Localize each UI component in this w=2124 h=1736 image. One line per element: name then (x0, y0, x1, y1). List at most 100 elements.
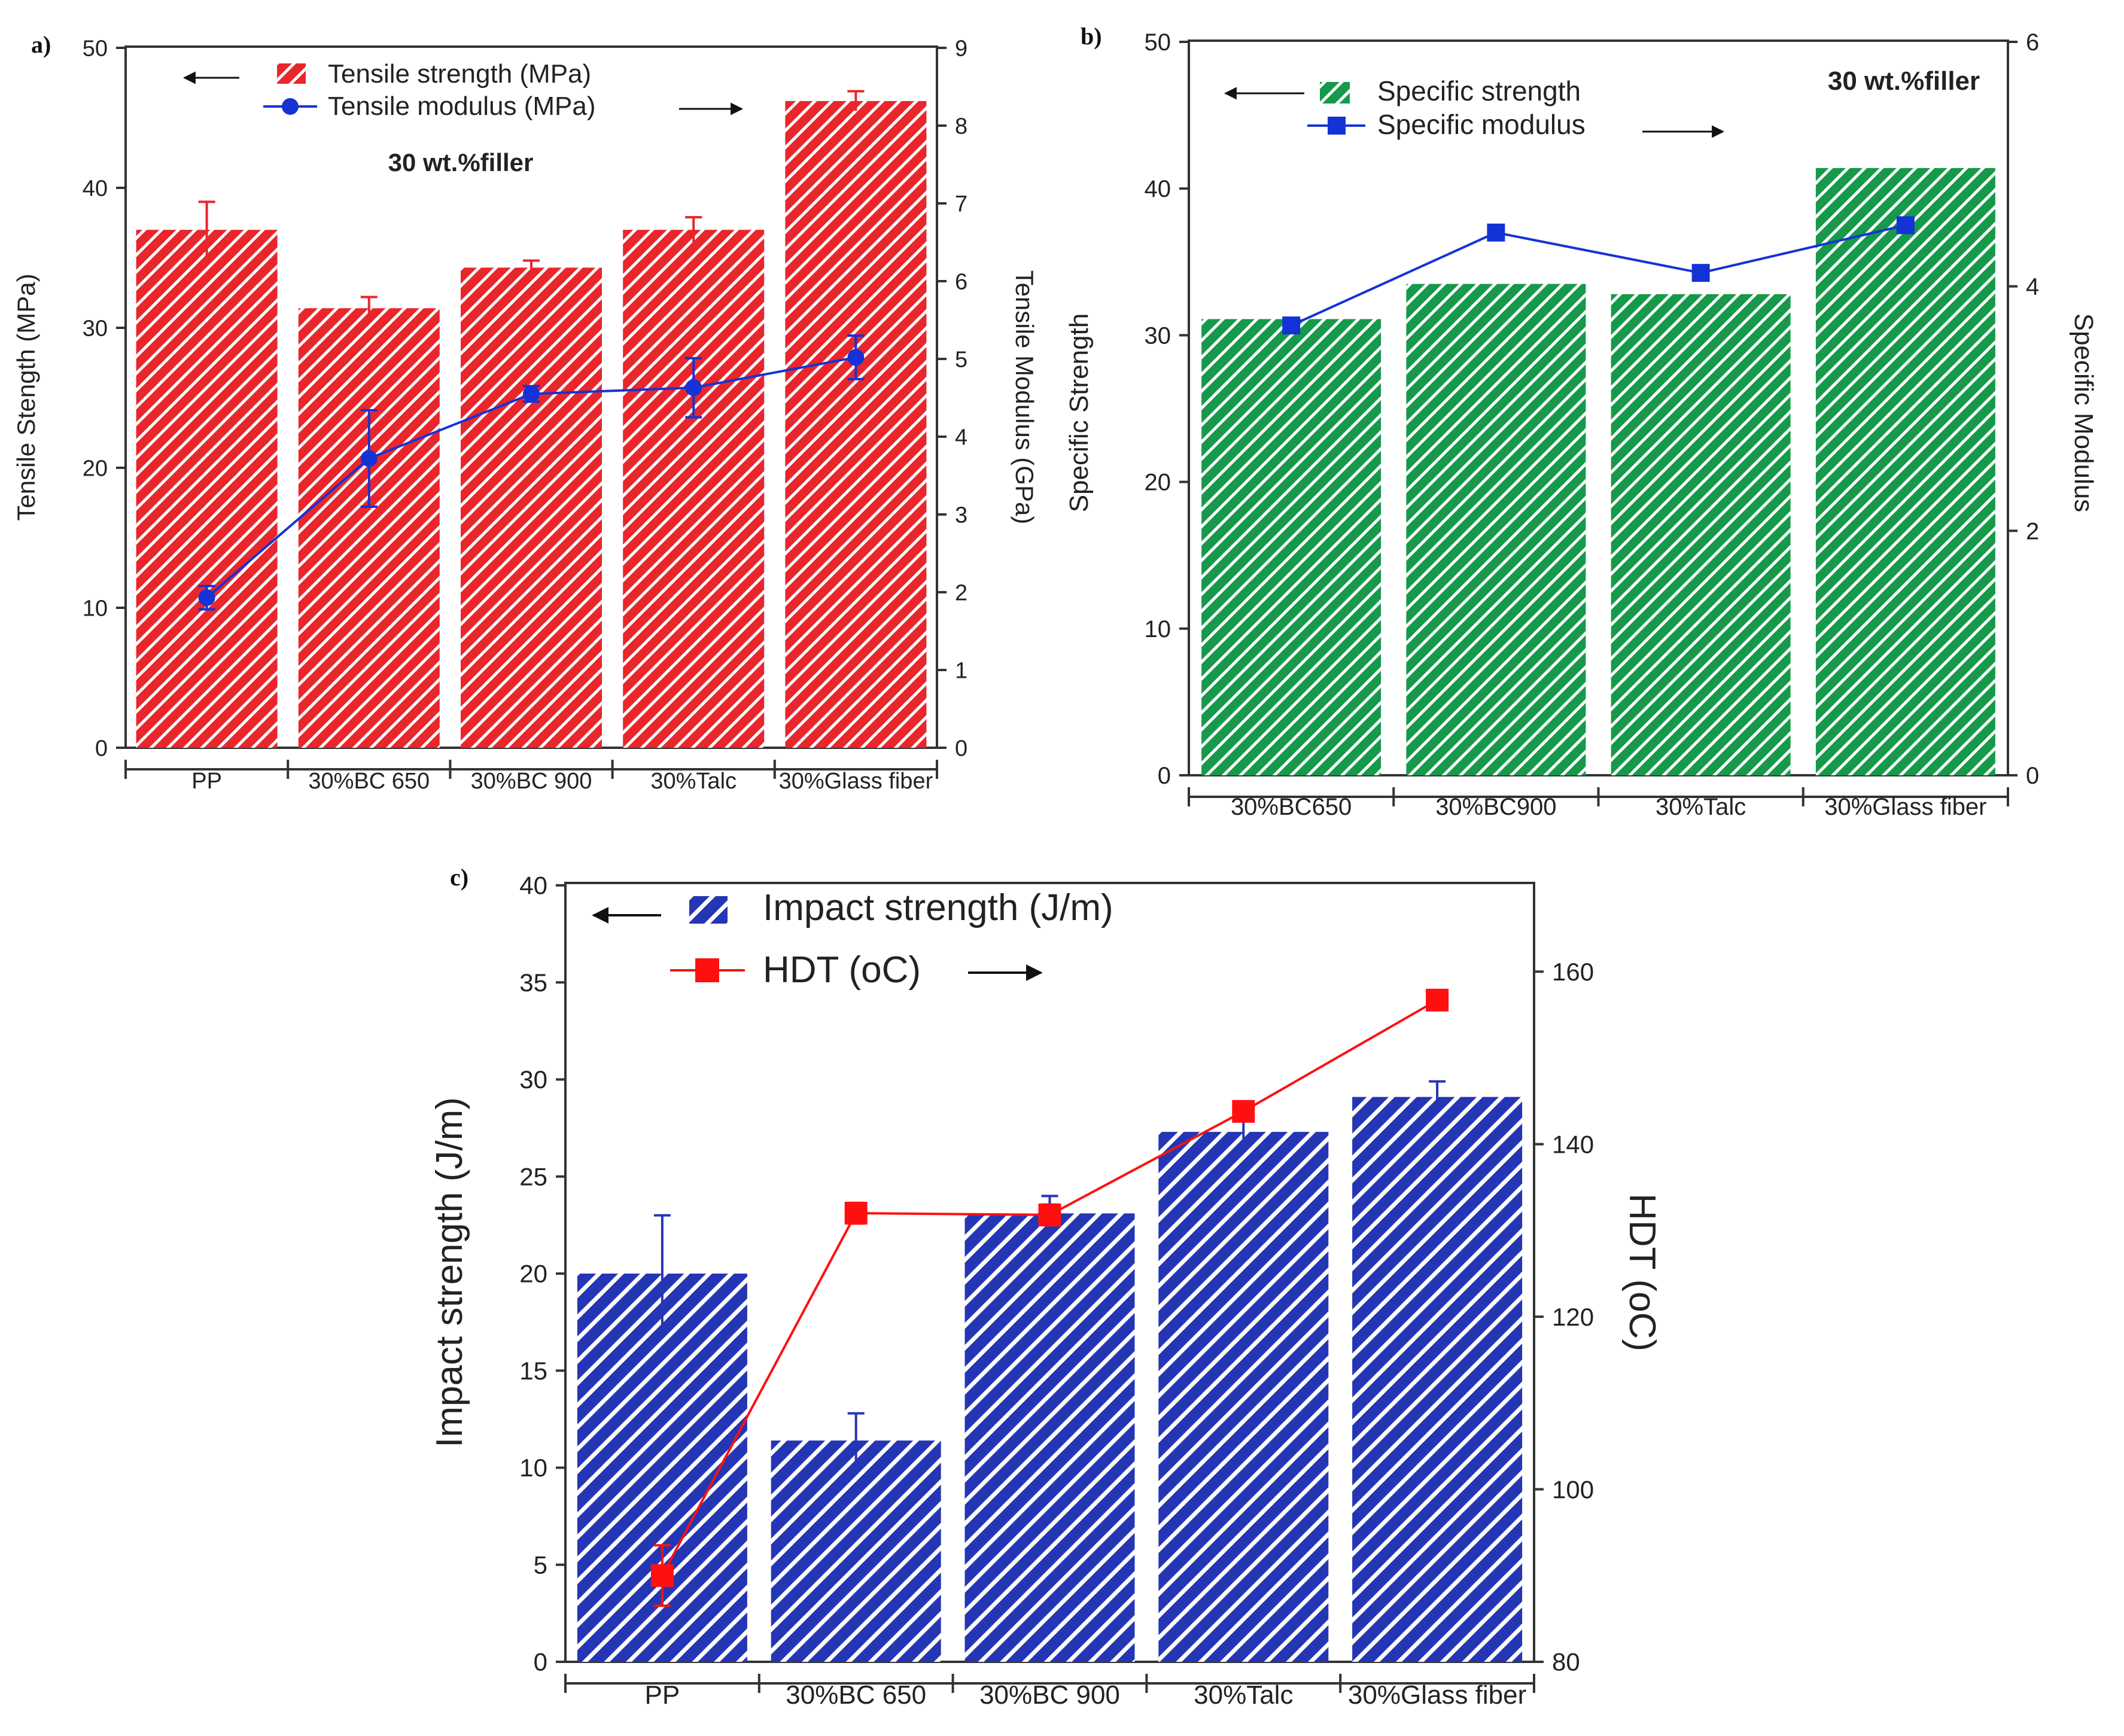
panel-c-label: c) (450, 864, 468, 891)
panel-a-category-label-3: 30%BC 900 (471, 769, 592, 794)
panel-c-right-tick-label-100: 100 (1552, 1475, 1594, 1503)
panel-c-left-tick-label-15: 15 (519, 1357, 547, 1385)
panel-b-bar-1 (1201, 319, 1381, 775)
panel-b-left-axis-title: Specific Strength (1064, 313, 1094, 513)
panel-c-bar-2 (771, 1440, 941, 1662)
panel-b-left-tick-label-20: 20 (1145, 470, 1171, 496)
panel-a-bars (136, 100, 927, 748)
panel-b-marker-3 (1691, 264, 1710, 282)
panel-a-annotation: 30 wt.%filler (388, 148, 534, 176)
panel-b-marker-2 (1487, 223, 1505, 242)
panel-c-marker-5 (1426, 988, 1449, 1012)
panel-a-right-tick-label-3: 3 (955, 502, 967, 528)
panel-c-left-tick-label-30: 30 (519, 1065, 547, 1094)
panel-c-left-ticks: 0 5 10 15 20 25 30 35 40 (519, 872, 565, 1676)
panel-b-right-tick-label-4: 4 (2026, 274, 2039, 300)
panel-c-legend-line-label: HDT (oC) (763, 949, 921, 991)
panel-c-right-tick-label-120: 120 (1552, 1303, 1594, 1331)
panel-a-right-tick-label-9: 9 (955, 36, 967, 61)
panel-c-marker-2 (844, 1202, 868, 1225)
panel-a-categories: PP 30%BC 650 30%BC 900 30%Talc 30%Glass fibe… (124, 760, 938, 794)
panel-a-left-tick-label-10: 10 (83, 596, 108, 621)
panel-b-category-label-3: 30%Talc (1656, 794, 1746, 820)
panel-a-bar-2 (298, 308, 440, 748)
panel-b-legend-bar-swatch (1320, 82, 1350, 103)
panel-a-marker-3 (523, 385, 540, 403)
panel-a: a) 0 10 20 30 40 50 0 1 2 3 4 5 6 7 8 9 PP 30%BC 650 30%… (12, 31, 1039, 794)
panel-a-legend-bar-swatch (277, 63, 306, 84)
panel-c-hdt-series (650, 988, 1449, 1607)
panel-b-right-tick-label-6: 6 (2026, 29, 2039, 56)
panel-a-left-tick-label-30: 30 (83, 316, 108, 341)
panel-c-bar-3 (964, 1213, 1135, 1662)
panel-c-category-label-1: PP (645, 1680, 680, 1710)
panel-a-left-ticks: 0 10 20 30 40 50 (83, 36, 126, 761)
panel-a-marker-4 (685, 379, 702, 397)
panel-b-plot-frame (1188, 39, 2009, 776)
panel-b-category-label-2: 30%BC900 (1435, 794, 1556, 820)
panel-c-marker-3 (1038, 1203, 1061, 1226)
panel-b-left-tick-label-30: 30 (1145, 322, 1171, 349)
panel-c-right-tick-label-140: 140 (1552, 1130, 1594, 1158)
panel-c-marker-1 (650, 1564, 674, 1587)
panel-c-marker-4 (1232, 1100, 1255, 1123)
panel-b-left-tick-label-50: 50 (1145, 29, 1171, 56)
panel-b-category-label-4: 30%Glass fiber (1824, 794, 1986, 820)
panel-c-bars (577, 1097, 1523, 1662)
panel-a-bar-errorbars (198, 90, 865, 319)
panel-b: b) 0 10 20 30 40 50 0 2 4 6 30%BC650 30%BC900 30%T… (1064, 23, 2098, 820)
panel-b-label: b) (1081, 23, 1102, 50)
panel-a-right-tick-label-1: 1 (955, 658, 967, 683)
panel-a-left-tick-label-0: 0 (95, 736, 108, 761)
panel-a-right-tick-label-6: 6 (955, 269, 967, 294)
panel-a-marker-2 (360, 450, 378, 467)
panel-a-category-label-5: 30%Glass fiber (779, 769, 933, 794)
panel-c: c) 0 5 10 15 20 25 30 35 40 80 100 120 140 160 PP 30%… (429, 864, 1663, 1710)
panel-a-right-tick-label-2: 2 (955, 580, 967, 605)
panel-c-bar-5 (1352, 1097, 1523, 1662)
panel-a-bar-1 (136, 230, 278, 748)
panel-c-right-tick-label-160: 160 (1552, 958, 1594, 986)
panel-b-left-tick-label-0: 0 (1158, 763, 1171, 789)
panel-c-category-label-3: 30%BC 900 (979, 1680, 1120, 1710)
panel-b-right-tick-label-2: 2 (2026, 518, 2039, 544)
panel-a-right-tick-label-0: 0 (955, 736, 967, 761)
panel-c-legend-bar-swatch (689, 896, 728, 924)
panel-a-right-tick-label-4: 4 (955, 425, 967, 450)
panel-c-right-ticks: 80 100 120 140 160 (1534, 958, 1594, 1676)
panel-b-bar-4 (1815, 167, 1995, 775)
panel-c-left-tick-label-40: 40 (519, 872, 547, 900)
panel-b-right-axis-title: Specific Modulus (2069, 313, 2098, 513)
panel-c-right-axis-title: HDT (oC) (1621, 1193, 1663, 1351)
panel-b-marker-4 (1896, 216, 1915, 234)
panel-b-legend-bar-label: Specific strength (1377, 75, 1581, 106)
panel-c-left-tick-label-0: 0 (534, 1648, 547, 1676)
panel-c-legend-square-marker (695, 958, 719, 982)
panel-a-marker-1 (198, 589, 215, 607)
panel-a-right-tick-label-7: 7 (955, 191, 967, 217)
panel-c-category-label-2: 30%BC 650 (786, 1680, 926, 1710)
panel-b-bar-2 (1406, 284, 1586, 776)
panel-a-left-tick-label-50: 50 (83, 36, 108, 61)
panel-a-bar-3 (461, 267, 602, 748)
panel-a-category-label-1: PP (191, 769, 222, 794)
panel-a-bar-5 (785, 100, 927, 748)
panel-c-categories: PP 30%BC 650 30%BC 900 30%Talc 30%Glass fibe… (564, 1674, 1535, 1710)
panel-c-left-tick-label-35: 35 (519, 968, 547, 997)
panel-b-left-tick-label-10: 10 (1145, 616, 1171, 642)
panel-b-left-ticks: 0 10 20 30 40 50 (1145, 29, 1189, 789)
panel-a-legend-circle-marker (282, 98, 299, 115)
panel-a-category-label-2: 30%BC 650 (308, 769, 430, 794)
panel-b-legend-line-label: Specific modulus (1377, 109, 1586, 140)
panel-c-left-tick-label-5: 5 (534, 1551, 547, 1579)
panel-b-marker-1 (1282, 316, 1301, 335)
panel-b-bars (1201, 167, 1995, 776)
panel-a-modulus-series (198, 334, 865, 611)
panel-c-left-tick-label-25: 25 (519, 1162, 547, 1190)
panel-c-category-label-4: 30%Talc (1194, 1680, 1293, 1710)
panel-b-bar-3 (1611, 294, 1791, 775)
panel-a-right-axis-title: Tensile Modulus (GPa) (1011, 270, 1039, 525)
panel-a-bar-4 (623, 230, 765, 748)
panel-b-modulus-series (1282, 216, 1915, 335)
